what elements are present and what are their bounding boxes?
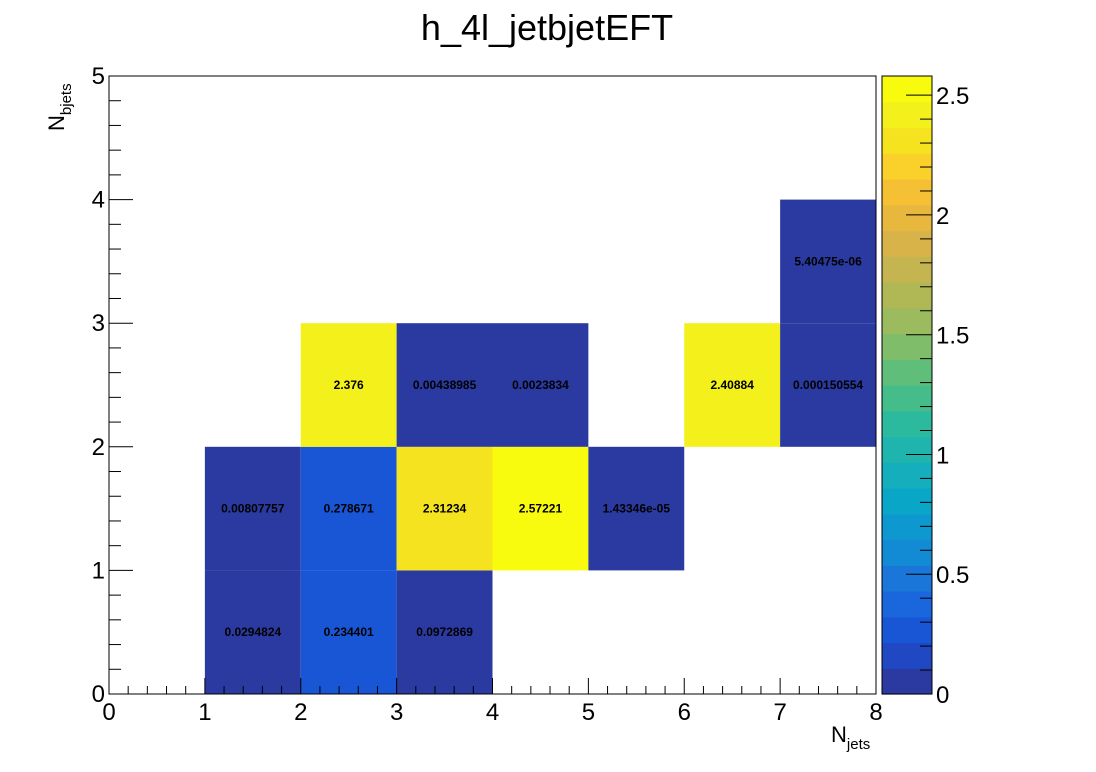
color-scale-tick-label: 2.5 xyxy=(936,83,969,110)
cell-value-label: 0.00438985 xyxy=(413,378,477,392)
color-scale-segment xyxy=(882,539,932,566)
y-axis-label: Nbjets xyxy=(44,83,75,131)
x-tick-label: 3 xyxy=(390,699,403,726)
y-tick-label: 5 xyxy=(92,63,105,90)
color-scale-segment xyxy=(882,76,932,103)
color-scale-segment xyxy=(882,462,932,489)
x-tick-label: 0 xyxy=(102,699,115,726)
cell-value-label: 0.000150554 xyxy=(793,378,863,392)
color-scale-segment xyxy=(882,513,932,541)
y-axis: 0 1 2 3 4 5 xyxy=(92,63,133,708)
heatmap-cell xyxy=(396,323,493,447)
cell-value-label: 0.0972869 xyxy=(416,625,473,639)
x-tick-label: 8 xyxy=(869,699,882,726)
color-scale: 0 0.5 1 1.5 2 2.5 xyxy=(881,75,969,709)
heatmap-cell xyxy=(780,199,876,324)
color-scale-segment xyxy=(882,179,932,206)
color-scale-segment xyxy=(882,642,932,669)
color-scale-segment xyxy=(882,410,932,438)
color-scale-segment xyxy=(882,385,932,412)
heatmap-cell xyxy=(396,570,493,694)
cell-value-label: 2.31234 xyxy=(423,502,467,516)
heatmap-cell xyxy=(588,446,685,571)
cell-value-label: 0.278671 xyxy=(324,502,374,516)
heatmap-cell xyxy=(300,446,397,571)
cell-value-label: 2.57221 xyxy=(519,502,563,516)
color-scale-tick-label: 0 xyxy=(936,682,949,709)
x-axis: 0 1 2 3 4 5 6 7 8 xyxy=(102,678,883,726)
color-scale-tick-label: 1.5 xyxy=(936,323,969,350)
color-scale-segment xyxy=(882,204,932,232)
x-axis-label-sub: jets xyxy=(846,736,870,753)
x-tick-label: 6 xyxy=(678,699,691,726)
color-scale-segment xyxy=(882,436,932,463)
cell-value-label: 0.234401 xyxy=(324,625,374,639)
cell-value-label: 1.43346e-05 xyxy=(603,502,671,516)
heatmap-cell xyxy=(780,323,876,447)
color-scale-segment xyxy=(882,230,932,257)
color-scale-segment xyxy=(882,488,932,515)
heatmap-cell xyxy=(204,570,301,694)
heatmap-cell xyxy=(492,446,589,571)
cell-value-label: 2.40884 xyxy=(710,378,754,392)
color-scale-segment xyxy=(882,256,932,283)
color-scale-segment xyxy=(882,359,932,386)
y-tick-label: 2 xyxy=(92,434,105,461)
x-tick-label: 5 xyxy=(582,699,595,726)
cell-value-label: 0.00807757 xyxy=(221,502,285,516)
heatmap-cell xyxy=(492,323,589,447)
heatmap-cell xyxy=(684,323,781,447)
x-tick-label: 4 xyxy=(486,699,499,726)
y-tick-label: 3 xyxy=(92,310,105,337)
x-tick-label: 2 xyxy=(294,699,307,726)
color-scale-segment xyxy=(882,127,932,154)
y-tick-label: 1 xyxy=(92,557,105,584)
y-axis-label-sub: bjets xyxy=(58,83,75,115)
heatmap-cell xyxy=(204,446,301,571)
color-scale-segment xyxy=(882,153,932,180)
y-tick-label: 4 xyxy=(92,187,105,214)
color-scale-tick-label: 0.5 xyxy=(936,562,969,589)
y-axis-label-main: N xyxy=(44,115,69,131)
heatmap-cells: 0.0294824 0.234401 0.0972869 0.00807757 0.27… xyxy=(204,199,876,694)
x-axis-label-main: N xyxy=(831,722,847,747)
x-tick-label: 7 xyxy=(773,699,786,726)
x-tick-label: 1 xyxy=(198,699,211,726)
color-scale-segment xyxy=(882,591,932,618)
color-scale-segment xyxy=(882,101,932,129)
color-scale-segment xyxy=(882,616,932,644)
color-scale-segment xyxy=(882,668,932,695)
color-scale-segment xyxy=(882,282,932,309)
color-scale-segment xyxy=(882,333,932,360)
x-axis-label: Njets xyxy=(831,722,870,753)
chart-title: h_4l_jetbjetEFT xyxy=(421,7,673,48)
color-scale-tick-label: 1 xyxy=(936,442,949,469)
cell-value-label: 0.0023834 xyxy=(512,378,569,392)
heatmap-cell xyxy=(300,570,397,694)
y-tick-label: 0 xyxy=(92,681,105,708)
color-scale-segment xyxy=(882,307,932,335)
cell-value-label: 0.0294824 xyxy=(224,625,281,639)
heatmap-cell xyxy=(396,446,493,571)
color-scale-tick-label: 2 xyxy=(936,203,949,230)
cell-value-label: 5.40475e-06 xyxy=(794,254,862,268)
cell-value-label: 2.376 xyxy=(334,378,364,392)
color-scale-segment xyxy=(882,565,932,592)
heatmap-cell xyxy=(300,323,397,447)
